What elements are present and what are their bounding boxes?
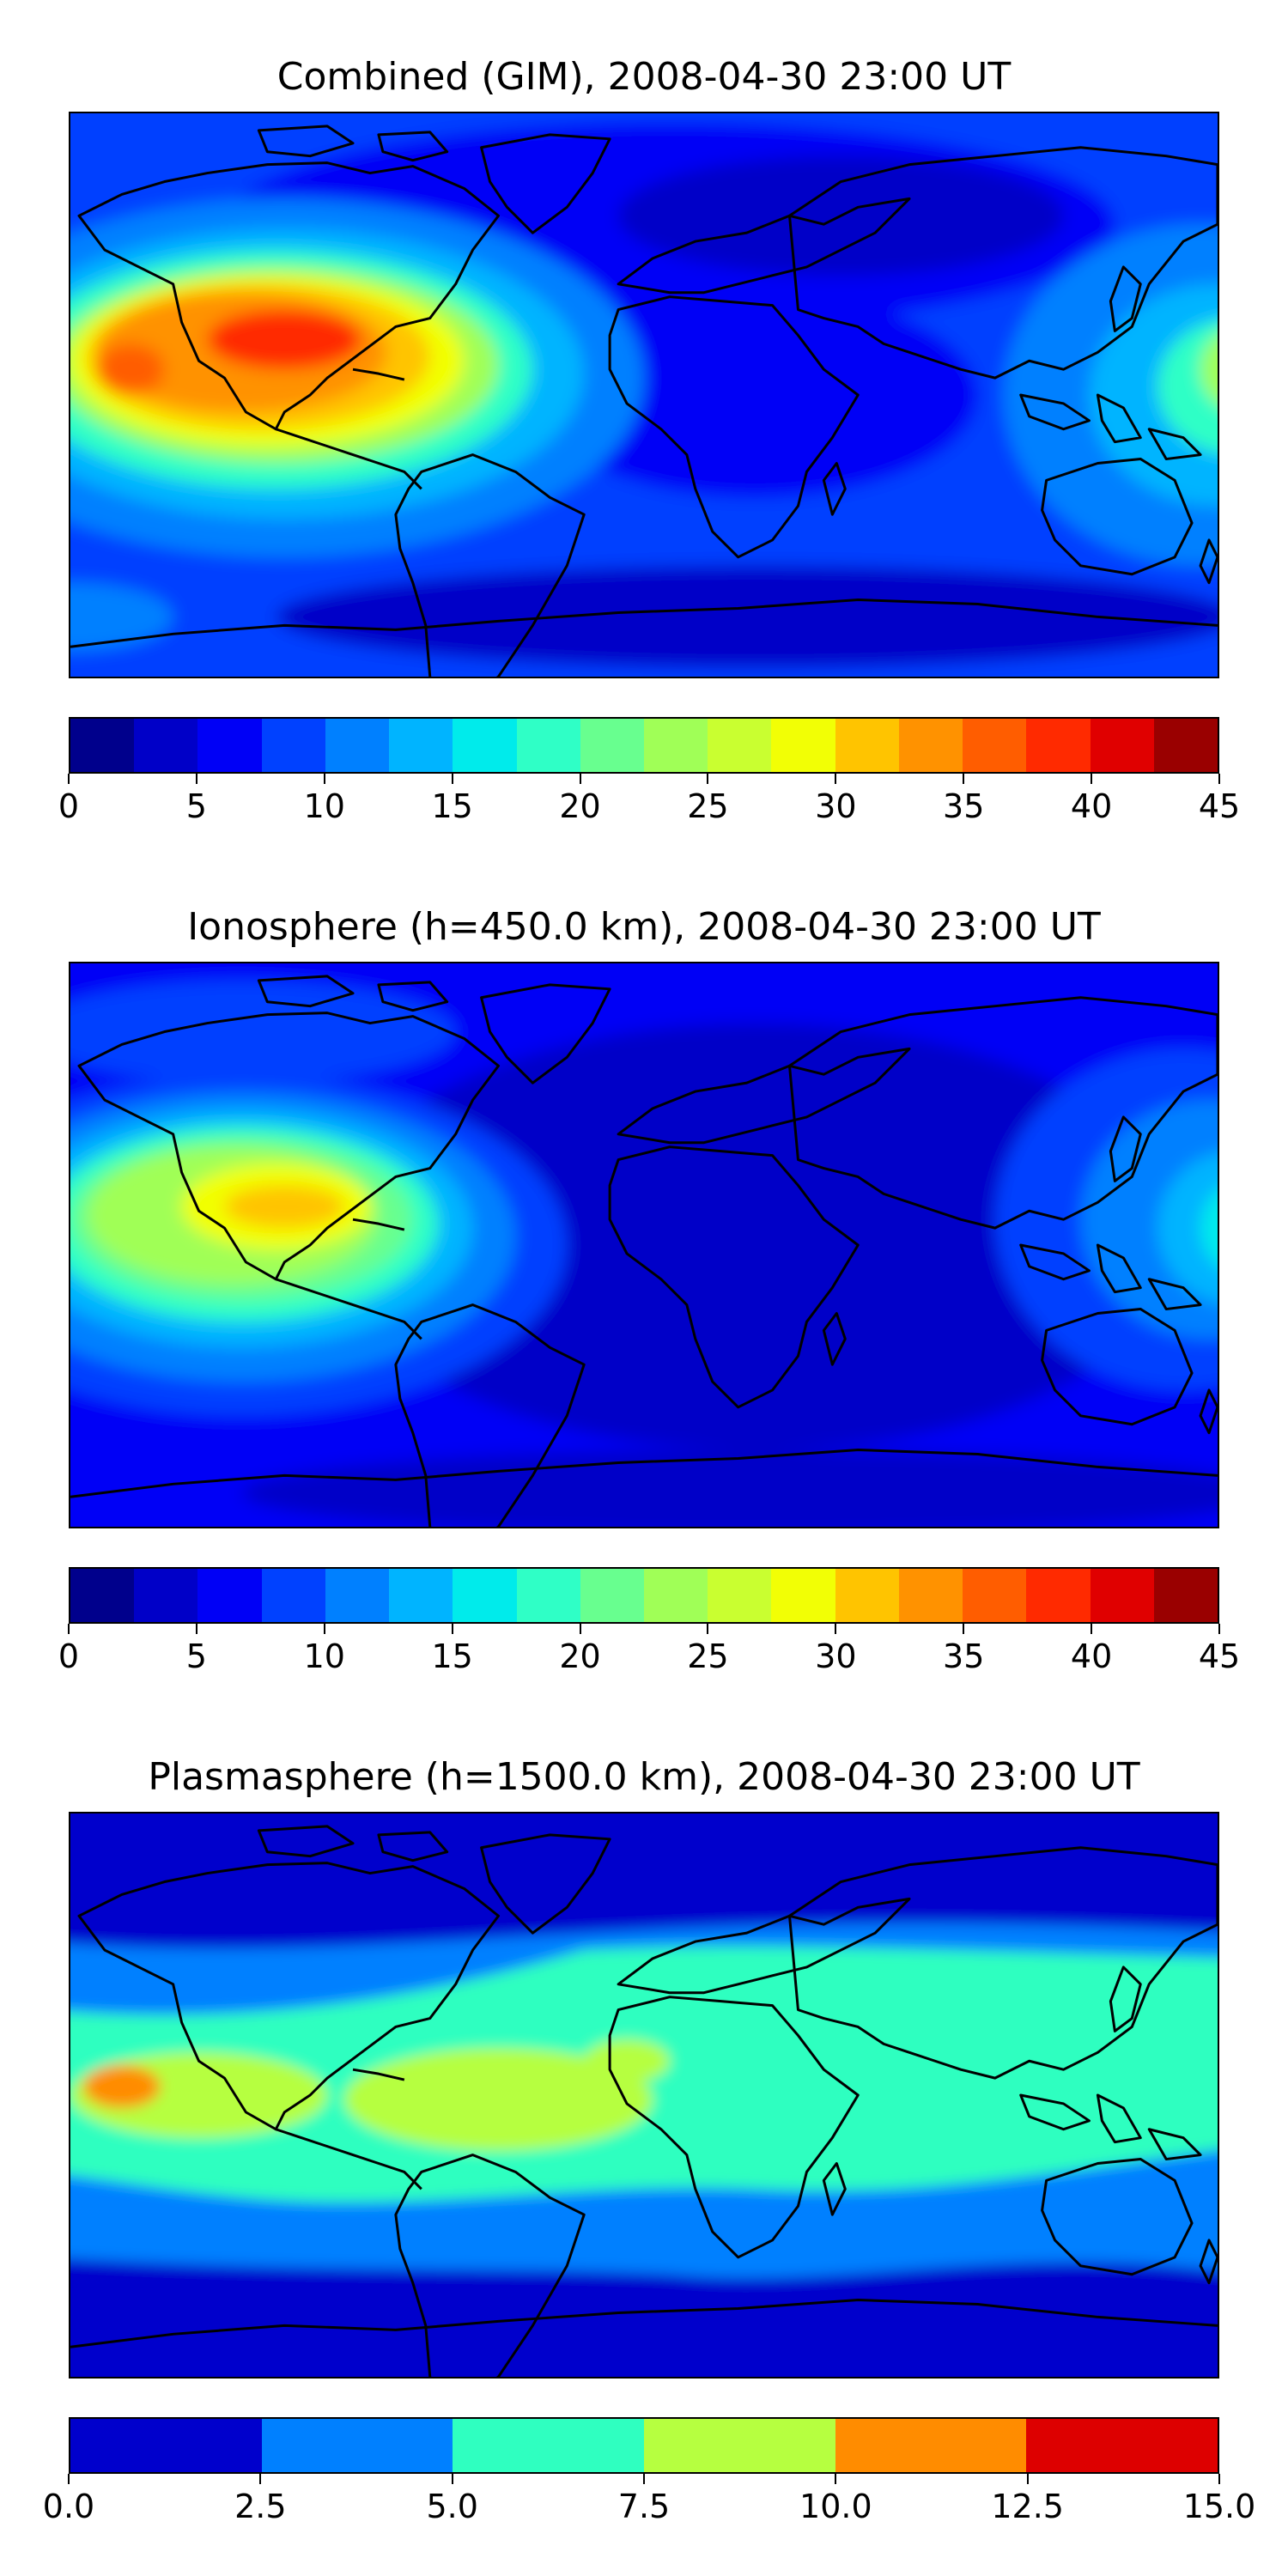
colorbar-tick-label: 10.0 [799,2488,872,2525]
colorbar-segment [389,719,453,772]
colorbar-tick-label: 15 [431,787,473,825]
colorbar-segment [963,1569,1027,1622]
colorbar-tick-label: 20 [559,787,601,825]
colorbar-tick-label: 0.0 [42,2488,95,2525]
colorbar-segment [389,1569,453,1622]
colorbar-plasmasphere [69,2417,1219,2474]
colorbar-segment [197,719,262,772]
map-ionosphere [69,962,1219,1528]
colorbar-segment [453,1569,517,1622]
colorbar-segment [1026,2419,1218,2472]
colorbar-segment [325,719,390,772]
colorbar-segment [261,719,325,772]
colorbar-tick-label: 25 [687,1637,729,1675]
colorbar-segment [1090,719,1154,772]
colorbar-segment [835,2419,1027,2472]
colorbar-segment [261,2419,453,2472]
colorbar-segment [1153,719,1218,772]
colorbar-segment [708,719,772,772]
colorbar-tick-label: 45 [1198,787,1241,825]
colorbar-segment [643,719,708,772]
colorbar-segment [580,719,644,772]
colorbar-segment [643,1569,708,1622]
colorbar-segment [708,1569,772,1622]
colorbar-tick-label: 15 [431,1637,473,1675]
colorbar-tick-label: 0 [58,1637,80,1675]
colorbar-segment [898,1569,963,1622]
colorbar-segment [771,1569,835,1622]
colorbar-tick-label: 15.0 [1182,2488,1256,2525]
colorbar-tick-label: 10 [303,787,345,825]
map-plasmasphere [69,1812,1219,2379]
colorbar-tick-label: 5 [185,1637,207,1675]
colorbar-segment [1026,719,1091,772]
colorbar-segment [70,1569,135,1622]
colorbar-segment [835,1569,899,1622]
colorbar-tick-label: 5.0 [426,2488,478,2525]
colorbar-tick-label: 25 [687,787,729,825]
colorbar-tick-label: 35 [943,1637,985,1675]
colorbar-ticks-combined: 0 5 10 15 20 25 30 35 40 45 [58,774,1240,825]
colorbar-segment [516,1569,580,1622]
colorbar-segment [771,719,835,772]
colorbar-combined [69,717,1219,774]
colorbar-tick-label: 20 [559,1637,601,1675]
colorbar-tick-label: 40 [1070,1637,1113,1675]
colorbar-segment [453,719,517,772]
colorbar-segment [197,1569,262,1622]
colorbar-tick-label: 35 [943,787,985,825]
colorbar-tick-label: 12.5 [991,2488,1064,2525]
colorbar-segment [453,2419,645,2472]
colorbar-segment [325,1569,390,1622]
colorbar-segment [516,719,580,772]
colorbar-tick-label: 40 [1070,787,1113,825]
colorbar-tick-label: 0 [58,787,80,825]
panel-title: Plasmasphere (h=1500.0 km), 2008-04-30 2… [148,1755,1140,1799]
colorbar-ticks-ionosphere: 0 5 10 15 20 25 30 35 40 45 [58,1624,1240,1675]
colorbar-segment [1090,1569,1154,1622]
colorbar-segment [134,1569,198,1622]
colorbar-segment [898,719,963,772]
colorbar-segment [261,1569,325,1622]
panel-title: Ionosphere (h=450.0 km), 2008-04-30 23:0… [187,905,1101,949]
panel-title: Combined (GIM), 2008-04-30 23:00 UT [276,55,1012,99]
colorbar-ionosphere [69,1567,1219,1624]
colorbar-segment [1026,1569,1091,1622]
colorbar-segment [134,719,198,772]
colorbar-segment [70,719,135,772]
colorbar-segment [580,1569,644,1622]
colorbar-tick-label: 30 [815,787,857,825]
colorbar-tick-label: 30 [815,1637,857,1675]
colorbar-segment [835,719,899,772]
colorbar-tick-label: 10 [303,1637,345,1675]
colorbar-tick-label: 5 [185,787,207,825]
colorbar-tick-label: 7.5 [617,2488,671,2525]
colorbar-segment [1153,1569,1218,1622]
colorbar-segment [963,719,1027,772]
map-combined-gim [69,112,1219,678]
colorbar-segment [70,2419,262,2472]
colorbar-ticks-plasmasphere: 0.0 2.5 5.0 7.5 10.0 12.5 15.0 [43,2474,1255,2525]
colorbar-segment [644,2419,835,2472]
colorbar-tick-label: 45 [1198,1637,1241,1675]
colorbar-tick-label: 2.5 [234,2488,287,2525]
